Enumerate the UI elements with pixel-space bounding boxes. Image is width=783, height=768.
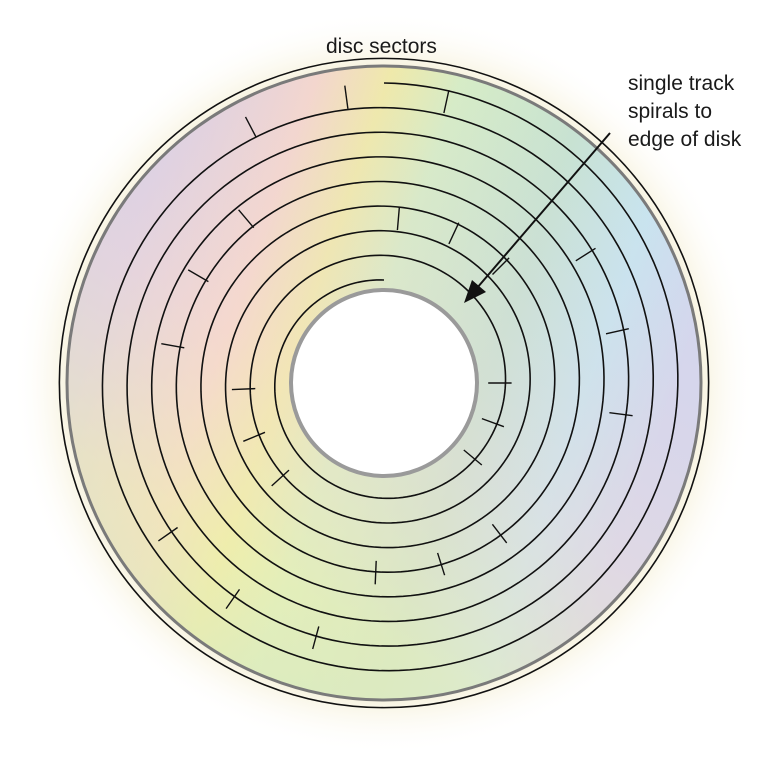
sector-divider xyxy=(187,269,209,283)
spiral-track xyxy=(101,82,679,672)
arrow-pointer xyxy=(464,132,611,303)
disc-sectors-label: disc sectors xyxy=(326,35,437,58)
arrow-head-icon xyxy=(464,280,486,303)
center-hole xyxy=(289,288,479,478)
sector-divider xyxy=(244,116,257,138)
sector-divider xyxy=(481,417,505,428)
disc-outer-rim xyxy=(65,64,703,702)
sector-divider xyxy=(225,588,241,610)
sector-divider xyxy=(448,222,460,245)
sector-divider-group xyxy=(157,85,633,650)
sector-divider xyxy=(238,209,255,229)
sector-divider xyxy=(443,89,450,114)
track-label-line-1: single track xyxy=(628,72,735,95)
sector-divider xyxy=(344,85,349,109)
sector-divider xyxy=(161,343,185,349)
sector-divider xyxy=(609,412,633,417)
track-label-line-2: spirals to xyxy=(628,100,713,123)
sector-divider xyxy=(271,469,290,487)
sector-divider xyxy=(463,449,483,466)
sector-divider xyxy=(157,526,179,542)
sector-divider xyxy=(312,626,320,650)
sector-divider xyxy=(491,523,508,544)
single-track-label: single track spirals to edge of disk xyxy=(628,70,741,154)
sector-divider xyxy=(231,387,256,391)
sector-divider xyxy=(374,560,377,585)
track-label-line-3: edge of disk xyxy=(628,128,742,151)
sector-divider xyxy=(436,552,446,576)
sector-divider xyxy=(243,431,266,442)
outer-track-boundary xyxy=(58,57,710,709)
sector-divider xyxy=(575,247,596,262)
sector-divider xyxy=(396,206,401,231)
sector-divider xyxy=(605,328,629,335)
spiral-track-group xyxy=(58,57,710,709)
arrow-line xyxy=(476,132,611,289)
sector-divider xyxy=(492,257,510,275)
